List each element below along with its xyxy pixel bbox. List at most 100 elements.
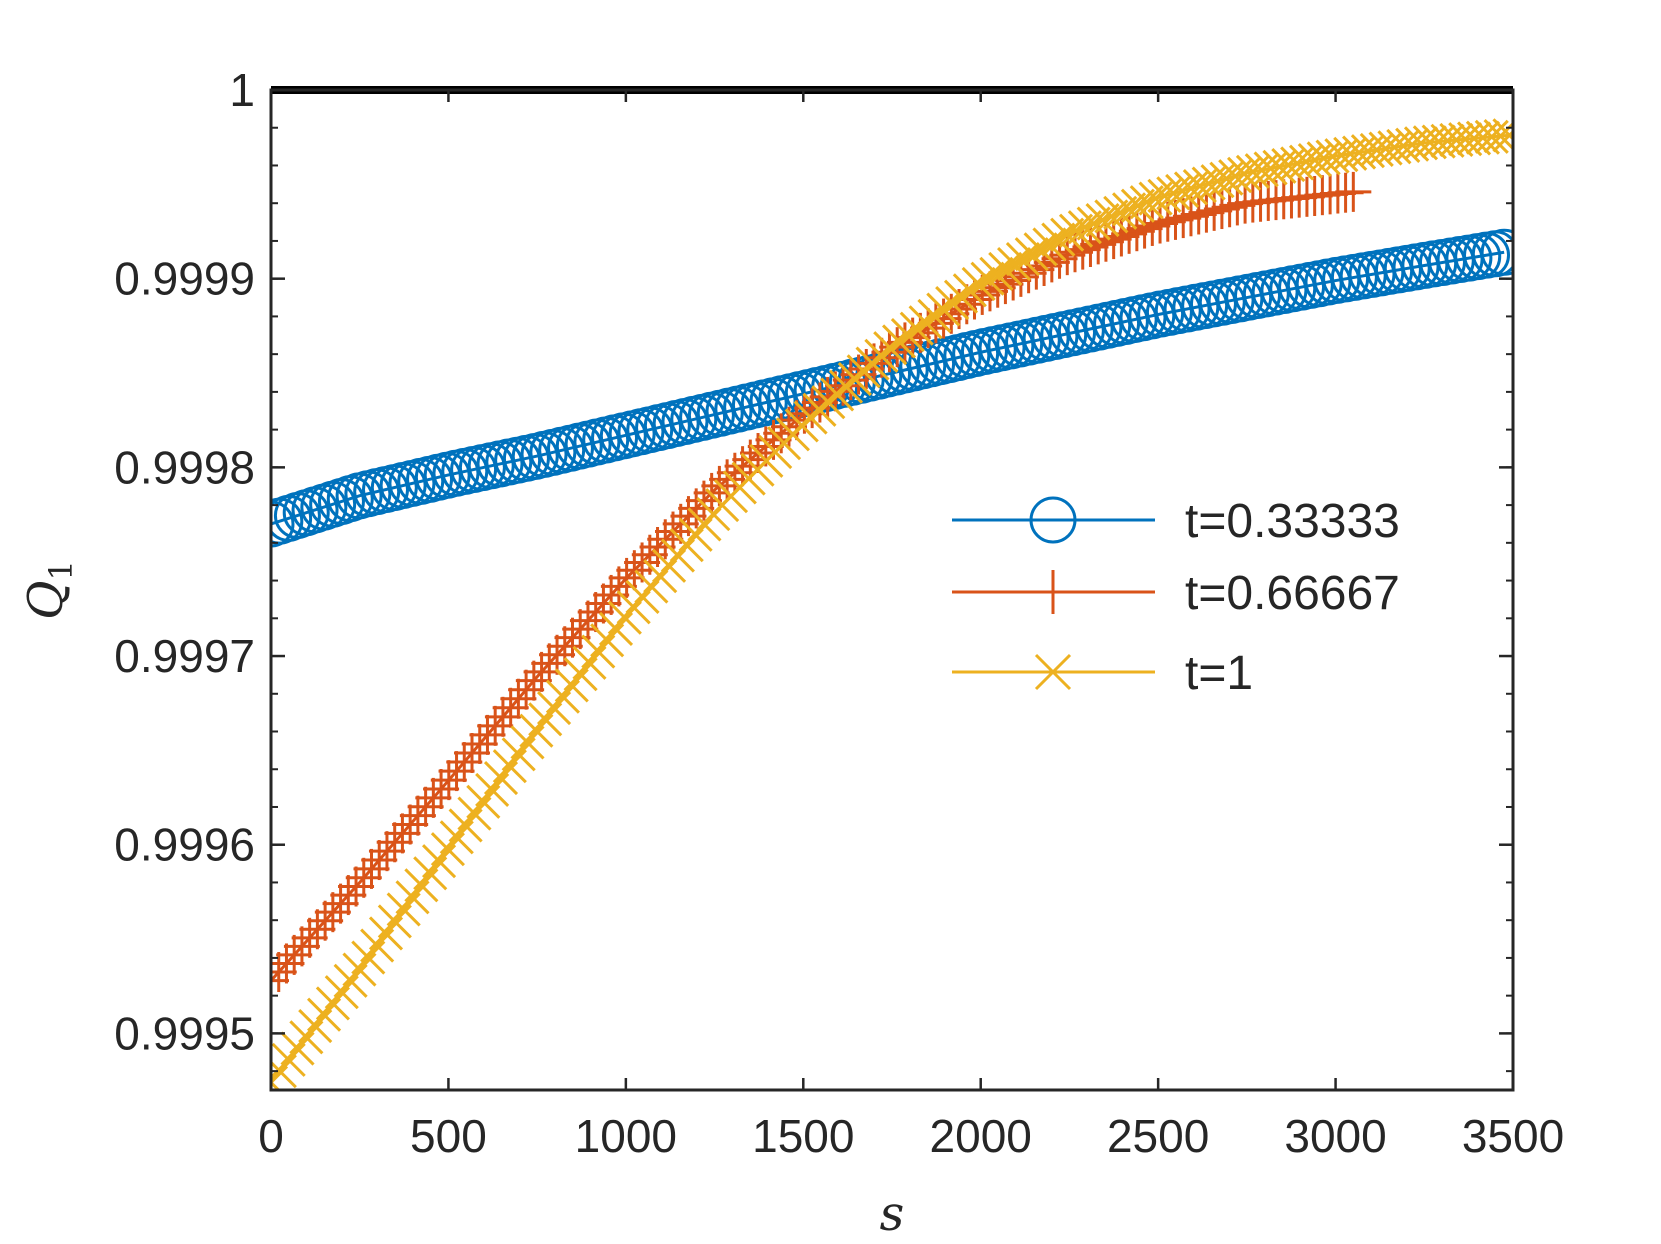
data-point [1094, 199, 1129, 234]
data-point [484, 696, 521, 737]
data-point [1480, 228, 1513, 276]
data-point [1219, 185, 1256, 226]
data-point [1492, 118, 1513, 153]
legend-label-3: t=1 [1185, 647, 1253, 700]
data-point [508, 669, 545, 710]
data-point [1149, 201, 1186, 242]
data-point [882, 324, 917, 359]
y-tick-label: 0.9995 [114, 1007, 255, 1059]
data-point [908, 305, 943, 340]
data-point [291, 917, 328, 958]
legend: t=0.33333 t=0.66667 t=1 [952, 495, 1400, 700]
data-point [1129, 185, 1164, 220]
data-point [469, 714, 506, 755]
data-point [1049, 235, 1086, 276]
data-point [608, 557, 645, 598]
data-point [438, 751, 475, 792]
data-point [1180, 194, 1217, 235]
data-point [926, 292, 961, 327]
data-point [407, 786, 444, 827]
data-point [368, 831, 405, 872]
data-point [1172, 196, 1209, 237]
data-point [1023, 232, 1058, 267]
data-point [1041, 222, 1076, 257]
data-point [271, 960, 289, 1001]
data-point [1112, 192, 1147, 227]
y-axis-label-main: Q [18, 581, 74, 620]
data-point [271, 952, 297, 993]
x-axis-label: s [880, 1186, 905, 1242]
data-point [569, 600, 606, 641]
data-point [531, 643, 568, 684]
data-point [271, 943, 305, 984]
data-point [631, 534, 668, 575]
data-point [299, 909, 336, 950]
data-point [1120, 188, 1155, 223]
svg-text:Q1: Q1 [18, 560, 80, 620]
data-point [1067, 210, 1102, 245]
legend-entry-2: t=0.66667 [952, 567, 1400, 620]
data-point [384, 813, 421, 854]
axes [269, 88, 1515, 1092]
data-point [1050, 217, 1085, 252]
x-tick-label: 3500 [1462, 1110, 1564, 1162]
data-point [970, 261, 1005, 296]
legend-label-1: t=0.33333 [1185, 495, 1400, 548]
data-point [392, 804, 429, 845]
data-point [446, 742, 483, 783]
data-point [477, 705, 514, 746]
data-point [952, 273, 987, 308]
data-point [1058, 213, 1094, 248]
axes-box [269, 88, 1515, 1092]
data-point [523, 651, 560, 692]
x-tick-label: 2000 [930, 1110, 1032, 1162]
data-point [1085, 202, 1120, 238]
legend-x-marker [1034, 653, 1072, 691]
data-point [492, 687, 529, 728]
data-point [1076, 206, 1111, 241]
series-1 [271, 228, 1513, 548]
data-point [935, 286, 970, 321]
y-tick-label: 1 [229, 64, 255, 116]
data-point [1103, 216, 1140, 257]
data-point [1483, 119, 1513, 154]
data-point [616, 550, 653, 591]
data-point [430, 760, 467, 801]
data-point [562, 609, 599, 650]
data-point [361, 840, 398, 881]
data-point [979, 256, 1014, 291]
data-point [283, 926, 320, 967]
x-tick-label: 1000 [575, 1110, 677, 1162]
data-point [1134, 205, 1171, 246]
data-point [376, 822, 413, 863]
data-point [515, 660, 552, 701]
data-point [899, 311, 934, 346]
data-point [1142, 203, 1179, 244]
x-tick-label: 2500 [1107, 1110, 1209, 1162]
data-point [454, 732, 491, 773]
data-point [423, 769, 460, 810]
data-point [1103, 195, 1138, 230]
series-3 [271, 118, 1513, 1090]
y-axis-label: Q1 [18, 560, 80, 620]
data-point [647, 519, 684, 560]
data-point [1196, 190, 1233, 231]
data-point [307, 900, 344, 941]
data-point [577, 592, 614, 633]
tick-labels: 0 500 1000 1500 2000 2500 3000 3500 0.9995 0.9996… [114, 64, 1564, 1162]
data-point [890, 318, 925, 353]
data-point [988, 251, 1023, 286]
data-point [1188, 192, 1225, 233]
data-point [1014, 237, 1049, 272]
y-tick-label: 0.9996 [114, 819, 255, 871]
y-tick-label: 0.9997 [114, 630, 255, 682]
data-point [461, 723, 498, 764]
data-point [322, 883, 359, 924]
data-point [997, 246, 1032, 282]
data-point [873, 331, 908, 366]
y-tick-label: 0.9999 [114, 253, 255, 305]
data-point [271, 500, 295, 548]
legend-entry-1: t=0.33333 [952, 495, 1400, 548]
